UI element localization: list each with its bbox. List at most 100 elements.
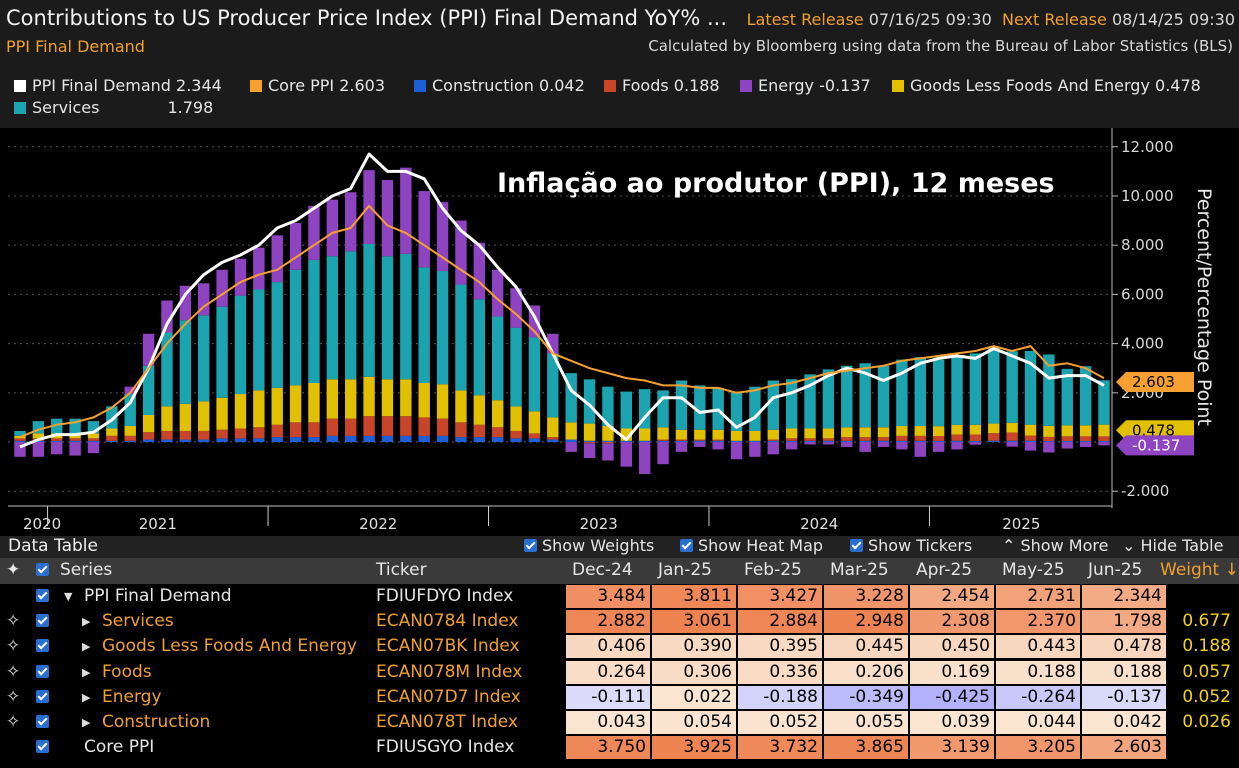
legend-name: Goods Less Foods And Energy [910, 76, 1150, 95]
row-checkbox[interactable] [36, 636, 54, 656]
bar-segment [675, 439, 688, 441]
bar-segment [877, 365, 890, 428]
bar-segment [565, 442, 577, 452]
pin-icon[interactable]: ✧ [6, 712, 21, 732]
row-checkbox[interactable] [36, 611, 54, 631]
bar-segment [620, 391, 633, 429]
collapse-arrow-icon[interactable]: ▼ [64, 590, 73, 603]
weight-column-header[interactable]: Weight ↓ [1160, 560, 1239, 580]
show-weights-toggle[interactable]: Show Weights [524, 536, 654, 555]
value-cell: 0.052 [738, 711, 822, 734]
bar-segment [161, 406, 173, 431]
bar-segment [712, 442, 724, 450]
bar-segment [785, 379, 798, 429]
bar-segment [547, 353, 559, 418]
bar-segment [234, 295, 247, 395]
ticker[interactable]: ECAN07BK Index [376, 636, 520, 657]
month-column-header[interactable]: Apr-25 [916, 560, 973, 580]
bar-segment [253, 390, 265, 428]
bar-segment [951, 442, 963, 450]
value-cell: 0.264 [566, 660, 650, 684]
row-checkbox[interactable] [36, 687, 54, 707]
expand-arrow-icon[interactable]: ▶ [82, 690, 91, 704]
expand-arrow-icon[interactable]: ▶ [82, 716, 91, 729]
value-cell: 3.061 [652, 610, 736, 634]
bar-segment [749, 442, 761, 457]
bar-segment [620, 442, 633, 467]
legend-item[interactable]: Core PPI 2.603 [250, 76, 385, 95]
row-checkbox[interactable] [36, 712, 54, 732]
legend-name: PPI Final Demand [32, 76, 171, 95]
row-checkbox[interactable] [36, 737, 54, 757]
bar-segment [767, 429, 779, 440]
pin-icon[interactable]: ✧ [6, 636, 21, 657]
ticker[interactable]: ECAN078T Index [376, 712, 518, 732]
bar-segment [198, 283, 210, 316]
bar-segment [418, 267, 430, 383]
legend-item[interactable]: Energy -0.137 [740, 76, 871, 95]
bar-segment [216, 397, 228, 430]
pin-icon[interactable]: ✧ [6, 661, 21, 682]
legend-item[interactable]: PPI Final Demand 2.344 [14, 76, 222, 95]
value-cell: 0.042 [1082, 711, 1166, 734]
expand-arrow-icon[interactable]: ▶ [82, 665, 91, 679]
ticker[interactable]: FDIUSGYO Index [376, 737, 515, 758]
ticker[interactable]: FDIUFDYO Index [376, 586, 514, 606]
bar-segment [51, 418, 63, 434]
next-release-value: 08/14/25 09:30 [1111, 10, 1235, 29]
month-column-header[interactable]: Dec-24 [572, 560, 633, 580]
series-column-header[interactable]: Series [60, 560, 113, 580]
axis-value-tag [1116, 435, 1194, 456]
bar-segment [767, 442, 779, 455]
bar-segment [675, 380, 688, 430]
table-row[interactable]: ✧ ▶ Energy ECAN07D7 Index -0.111 0.022 -0.188-… [0, 685, 1239, 710]
table-row[interactable]: ✧ ▶ Foods ECAN078M Index 0.264 0.306 0.336 0.20… [0, 660, 1239, 685]
value-cell: 3.205 [996, 736, 1080, 760]
show-heat-map-toggle[interactable]: Show Heat Map [680, 536, 823, 555]
expand-arrow-icon[interactable]: ▶ [82, 615, 91, 629]
table-row[interactable]: ▼ PPI Final Demand FDIUFDYO Index 3.484 3.81… [0, 584, 1239, 609]
ticker[interactable]: ECAN0784 Index [376, 611, 519, 632]
hide-table-button[interactable]: ⌄ Hide Table [1122, 536, 1224, 555]
show-tickers-toggle[interactable]: Show Tickers [850, 536, 972, 555]
month-column-header[interactable]: Jun-25 [1088, 560, 1143, 580]
bar-segment [308, 437, 320, 443]
month-column-header[interactable]: May-25 [1002, 560, 1065, 580]
table-row[interactable]: ✧ ▶ Construction ECAN078T Index 0.043 0.054 0.… [0, 710, 1239, 735]
row-checkbox[interactable] [36, 662, 54, 682]
bar-segment [381, 416, 394, 436]
pin-icon[interactable]: ✧ [6, 686, 21, 707]
bar-segment [491, 427, 504, 438]
bar-segment [1043, 441, 1055, 443]
chart-header: Contributions to US Producer Price Index… [0, 0, 1239, 128]
bar-segment [730, 391, 743, 431]
bar-segment [179, 403, 192, 431]
bar-segment [124, 426, 136, 436]
month-column-header[interactable]: Mar-25 [830, 560, 889, 580]
row-checkbox[interactable] [36, 586, 54, 606]
legend-item[interactable]: Goods Less Foods And Energy 0.478 [892, 76, 1201, 95]
bar-segment [32, 421, 45, 434]
x-tick-label: 2020 [23, 515, 61, 533]
table-row[interactable]: ✧ ▶ Services ECAN0784 Index 2.882 3.061 2.884 2… [0, 609, 1239, 634]
ticker-column-header[interactable]: Ticker [376, 560, 427, 580]
show-more-button[interactable]: ⌃ Show More [1002, 536, 1109, 555]
bar-segment [124, 386, 136, 395]
bar-segment [822, 442, 835, 445]
series-name: Services [102, 611, 174, 632]
legend-item[interactable]: Construction 0.042 [414, 76, 585, 95]
bar-segment [124, 435, 136, 441]
select-all-checkbox[interactable] [36, 560, 54, 580]
table-row[interactable]: Core PPI FDIUSGYO Index 3.750 3.925 3.732 3.8… [0, 735, 1239, 760]
expand-arrow-icon[interactable]: ▶ [82, 640, 91, 654]
pin-all-icon[interactable]: ✦ [6, 560, 21, 580]
legend-item[interactable]: Services 1.798 [14, 98, 213, 117]
pin-icon[interactable]: ✧ [6, 611, 21, 632]
month-column-header[interactable]: Feb-25 [744, 560, 802, 580]
bar-segment [1098, 424, 1110, 437]
legend-item[interactable]: Foods 0.188 [604, 76, 720, 95]
ticker[interactable]: ECAN078M Index [376, 661, 523, 682]
table-row[interactable]: ✧ ▶ Goods Less Foods And Energy ECAN07BK In… [0, 634, 1239, 659]
month-column-header[interactable]: Jan-25 [658, 560, 712, 580]
ticker[interactable]: ECAN07D7 Index [376, 686, 521, 707]
